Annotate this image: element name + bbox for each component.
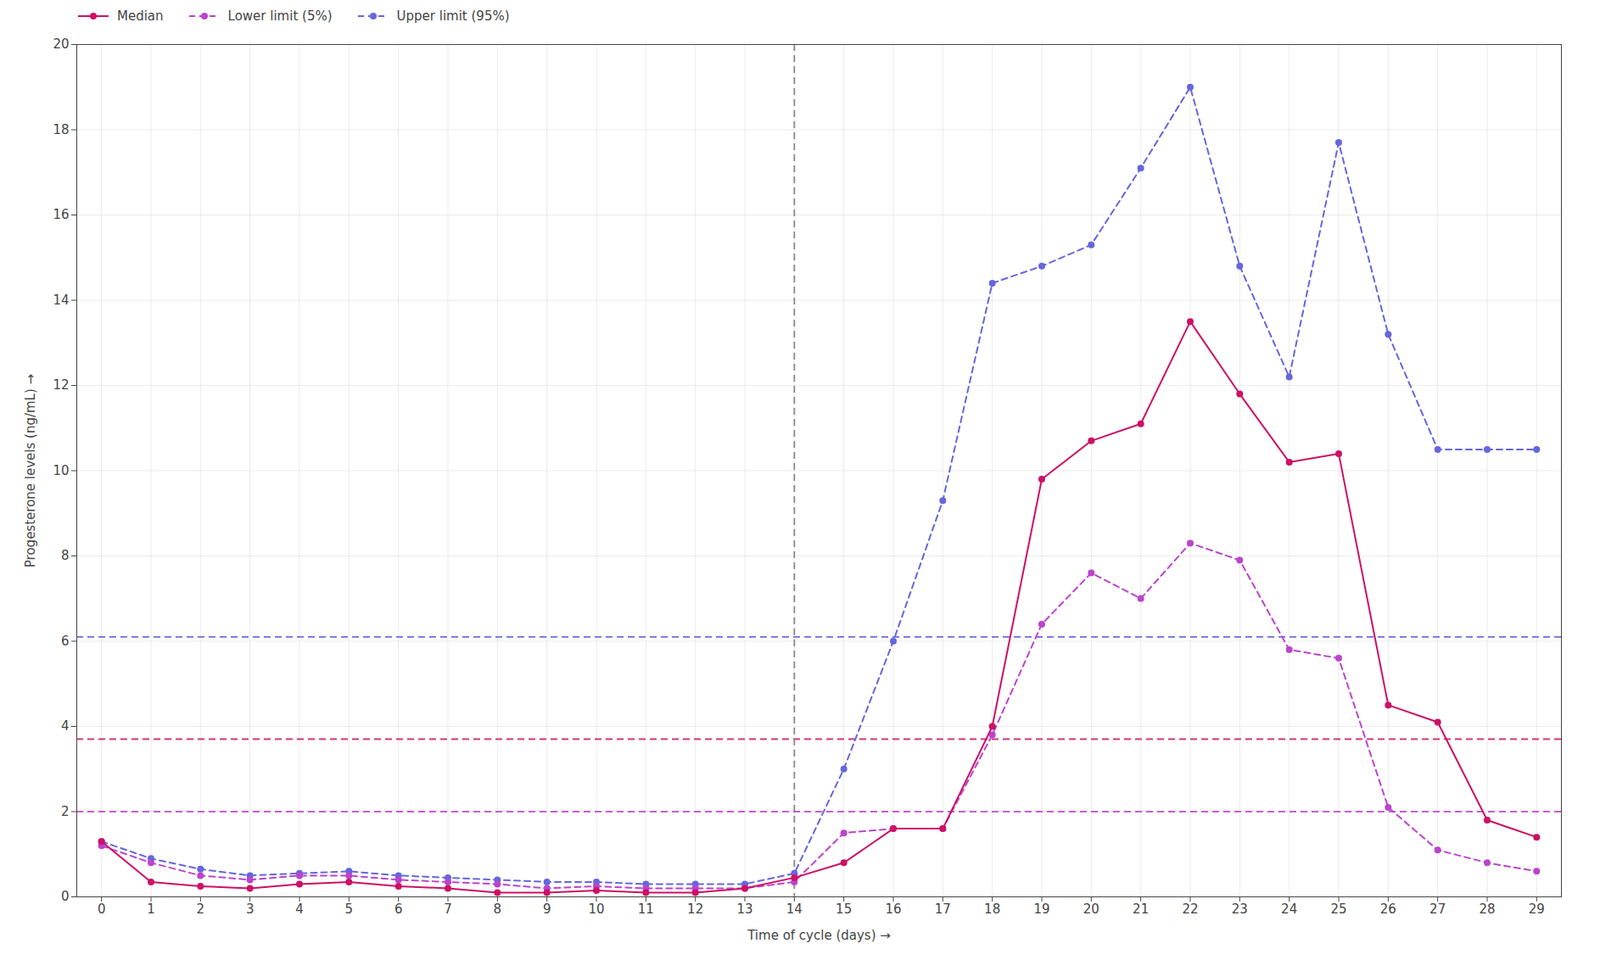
svg-text:16: 16 (52, 206, 69, 223)
svg-text:12: 12 (687, 901, 704, 918)
svg-text:7: 7 (443, 901, 453, 918)
svg-text:2: 2 (196, 901, 206, 918)
svg-text:4: 4 (61, 718, 70, 734)
svg-text:20: 20 (1083, 901, 1100, 918)
svg-text:28: 28 (1478, 901, 1495, 918)
svg-text:13: 13 (736, 901, 753, 918)
svg-text:18: 18 (52, 122, 69, 138)
svg-text:29: 29 (1528, 901, 1545, 918)
svg-text:6: 6 (61, 633, 70, 649)
svg-text:17: 17 (934, 901, 952, 918)
svg-text:3: 3 (246, 901, 255, 918)
svg-text:18: 18 (984, 901, 1001, 918)
svg-text:10: 10 (52, 463, 69, 479)
html-text:Upper limit (95%): Upper limit (95%) (396, 8, 510, 24)
svg-text:16: 16 (884, 901, 901, 918)
svg-text:24: 24 (1281, 901, 1298, 918)
svg-text:8: 8 (61, 548, 70, 564)
html-text:Lower limit (5%): Lower limit (5%) (227, 8, 333, 24)
svg-text:6: 6 (394, 901, 403, 918)
svg-text:Time of cycle (days) →: Time of cycle (days) → (746, 928, 891, 944)
svg-text:12: 12 (52, 377, 69, 393)
svg-text:8: 8 (493, 901, 503, 918)
svg-text:4: 4 (295, 901, 304, 918)
svg-text:2: 2 (61, 804, 70, 820)
svg-text:11: 11 (637, 901, 655, 918)
svg-text:14: 14 (786, 901, 803, 918)
svg-text:1: 1 (146, 901, 156, 918)
svg-text:9: 9 (542, 901, 552, 918)
svg-text:21: 21 (1132, 901, 1149, 918)
svg-text:19: 19 (1033, 901, 1050, 918)
svg-text:0: 0 (97, 901, 107, 918)
svg-text:20: 20 (52, 36, 69, 52)
svg-text:10: 10 (587, 901, 605, 918)
svg-text:5: 5 (345, 901, 354, 918)
svg-text:Progesterone levels (ng/mL) →: Progesterone levels (ng/mL) → (22, 374, 39, 568)
svg-text:0: 0 (61, 889, 70, 905)
svg-text:22: 22 (1181, 901, 1198, 918)
svg-text:14: 14 (52, 292, 69, 308)
html-text:Median: Median (117, 8, 164, 24)
svg-text:25: 25 (1330, 901, 1347, 918)
svg-text:23: 23 (1231, 901, 1248, 918)
svg-text:26: 26 (1380, 901, 1397, 918)
svg-text:15: 15 (835, 901, 852, 918)
svg-text:27: 27 (1429, 901, 1446, 918)
